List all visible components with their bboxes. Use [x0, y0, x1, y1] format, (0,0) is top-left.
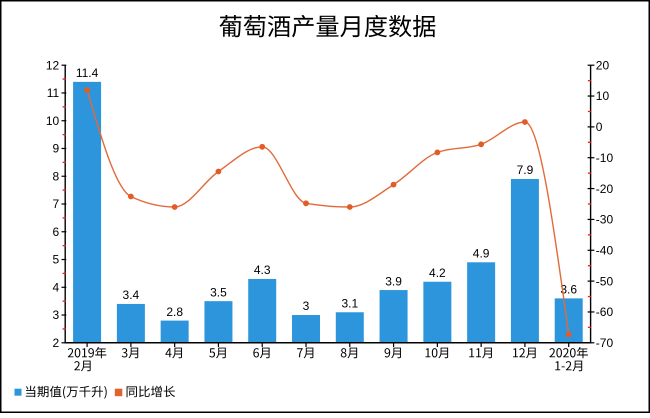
- svg-text:10: 10: [596, 89, 610, 103]
- svg-text:3.6: 3.6: [560, 283, 577, 297]
- svg-text:-10: -10: [596, 151, 614, 165]
- svg-text:4.3: 4.3: [254, 263, 271, 277]
- svg-text:3: 3: [53, 308, 60, 322]
- svg-text:3.9: 3.9: [385, 274, 402, 288]
- svg-text:2: 2: [53, 336, 60, 350]
- svg-text:9: 9: [53, 142, 60, 156]
- svg-text:20: 20: [596, 58, 610, 72]
- svg-text:6: 6: [53, 225, 60, 239]
- svg-text:4.9: 4.9: [473, 247, 490, 261]
- svg-text:-40: -40: [596, 243, 614, 257]
- svg-text:2.8: 2.8: [166, 305, 183, 319]
- svg-text:-30: -30: [596, 213, 614, 227]
- svg-text:12: 12: [46, 58, 60, 72]
- svg-text:-50: -50: [596, 274, 614, 288]
- svg-text:11: 11: [47, 86, 60, 100]
- svg-text:4: 4: [53, 280, 60, 294]
- svg-text:10: 10: [46, 114, 60, 128]
- svg-text:-20: -20: [596, 182, 614, 196]
- svg-text:3: 3: [303, 299, 310, 313]
- svg-text:0: 0: [596, 120, 603, 134]
- svg-text:4.2: 4.2: [429, 266, 446, 280]
- svg-text:-70: -70: [596, 336, 614, 350]
- svg-text:3.1: 3.1: [341, 296, 358, 310]
- svg-text:3.5: 3.5: [210, 285, 227, 299]
- svg-text:-60: -60: [596, 305, 614, 319]
- svg-text:7.9: 7.9: [517, 163, 534, 177]
- svg-text:5: 5: [53, 253, 60, 267]
- svg-text:11.4: 11.4: [76, 66, 99, 80]
- svg-text:7: 7: [53, 197, 60, 211]
- svg-text:8: 8: [53, 169, 60, 183]
- svg-text:3.4: 3.4: [123, 288, 140, 302]
